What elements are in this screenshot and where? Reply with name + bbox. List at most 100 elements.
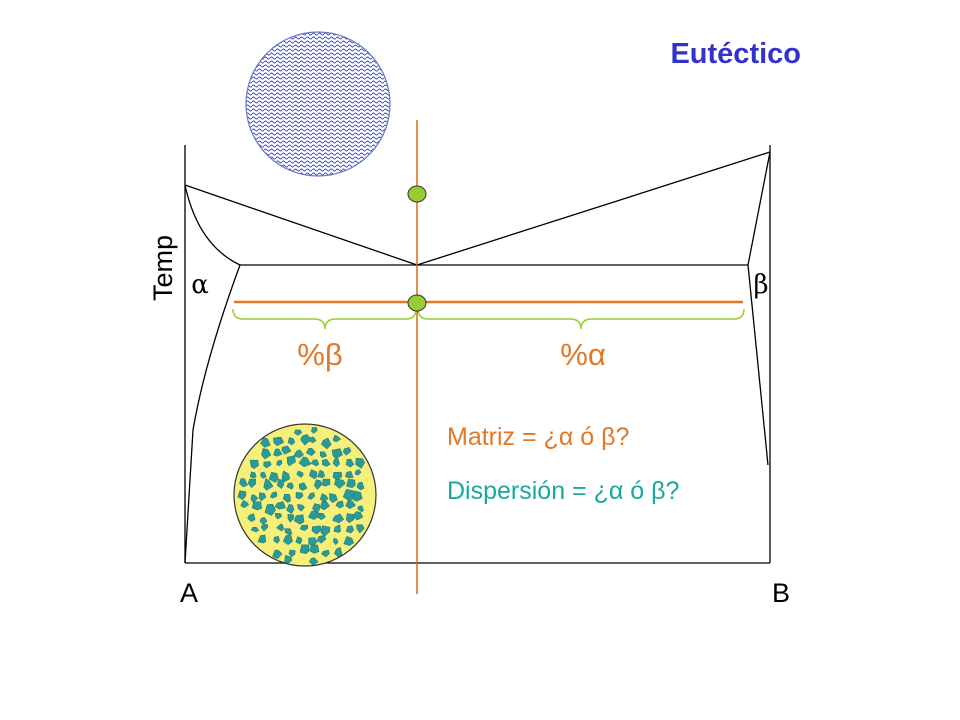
- dispersed-particle: [356, 524, 365, 534]
- dispersed-particle: [299, 544, 310, 555]
- dispersed-particle: [240, 500, 250, 509]
- dispersed-particle: [260, 523, 269, 532]
- dispersed-particle: [287, 513, 295, 523]
- dispersed-particle: [320, 500, 330, 511]
- dispersed-particle: [247, 513, 256, 522]
- dispersed-particle: [322, 478, 331, 487]
- dispersed-particle: [332, 434, 342, 443]
- dispersed-particle: [352, 490, 363, 502]
- dispersed-particle: [274, 501, 286, 510]
- dispersed-particle: [331, 448, 343, 459]
- dispersed-particle: [332, 538, 339, 546]
- dispersed-particle: [293, 449, 304, 458]
- dispersed-particle: [258, 492, 267, 502]
- dispersed-particle: [277, 478, 284, 490]
- dispersed-particle: [269, 491, 278, 499]
- dispersed-particle: [295, 492, 304, 500]
- dispersed-particle: [261, 448, 272, 460]
- dispersed-particle: [260, 437, 271, 448]
- dispersed-particle: [343, 535, 355, 546]
- liquidus-right: [416, 151, 771, 266]
- dispersed-particle: [320, 525, 331, 537]
- dispersed-particle: [288, 549, 296, 558]
- dispersed-particle: [313, 479, 323, 490]
- percent-beta-label: %β: [297, 337, 342, 372]
- dispersed-particle: [311, 427, 318, 434]
- dispersed-particle: [260, 471, 267, 479]
- dispersed-particle: [334, 479, 346, 489]
- dispersed-particle: [356, 481, 365, 491]
- solid-state-point: [407, 294, 427, 312]
- percent-alpha-label: %α: [560, 337, 606, 372]
- dispersed-particle: [309, 469, 318, 480]
- temp-axis-label: Temp: [148, 235, 178, 301]
- dispersed-particle: [273, 536, 280, 544]
- dispersed-particle: [345, 500, 356, 510]
- dispersed-particle: [320, 437, 332, 450]
- dispersed-particle: [308, 557, 319, 566]
- dispersed-particle: [322, 458, 331, 467]
- dispersed-particle: [307, 436, 317, 444]
- matrix-question: Matriz = ¿α ó β?: [447, 423, 629, 451]
- dispersed-particle: [317, 469, 326, 479]
- dispersed-particle: [299, 524, 309, 531]
- dispersed-particle: [272, 549, 283, 559]
- dispersed-particle: [247, 478, 256, 489]
- dispersed-particle: [283, 493, 291, 503]
- dispersed-particle: [333, 546, 343, 557]
- dispersed-particle: [298, 482, 308, 491]
- dispersed-particle: [276, 523, 285, 532]
- solvus-right: [747, 264, 769, 466]
- dispersed-particle: [342, 489, 356, 502]
- dispersed-particle: [310, 459, 320, 467]
- dispersed-particle: [250, 526, 260, 533]
- dispersed-particle: [297, 504, 305, 512]
- dispersed-particle: [268, 472, 279, 483]
- dispersed-particle: [345, 525, 355, 534]
- solvus-left: [184, 264, 241, 564]
- dispersed-particle: [355, 457, 365, 469]
- dispersed-particle: [344, 471, 354, 479]
- brace-right: [417, 308, 745, 330]
- dispersed-particle: [273, 448, 283, 457]
- dispersed-particle: [346, 478, 356, 489]
- dispersed-particle: [284, 554, 292, 564]
- dispersed-particle: [300, 434, 312, 446]
- dispersed-particle: [286, 482, 294, 490]
- dispersed-particle: [307, 492, 316, 500]
- dispersed-particle: [332, 458, 340, 468]
- axis-label-a: A: [180, 578, 198, 608]
- dispersed-particle: [281, 470, 291, 483]
- dispersed-particle: [293, 514, 305, 525]
- dispersion-circle-icon: [233, 423, 377, 567]
- alpha-label: α: [191, 270, 209, 300]
- dispersed-particle: [332, 513, 345, 524]
- dispersed-particle: [287, 437, 296, 446]
- dispersed-particle: [307, 510, 320, 520]
- dispersed-particle: [274, 513, 283, 520]
- liquid-state-point: [407, 185, 427, 203]
- dispersed-particle: [329, 493, 338, 503]
- dispersed-particle: [298, 456, 312, 468]
- dispersed-particle: [305, 447, 316, 457]
- brace-left: [232, 308, 417, 330]
- dispersed-particle: [264, 503, 276, 516]
- dispersed-particle: [317, 512, 326, 521]
- dispersed-particle: [311, 525, 322, 535]
- dispersed-particle: [257, 534, 267, 544]
- dispersed-particle: [342, 447, 352, 456]
- dispersed-particle: [286, 504, 295, 515]
- dispersed-particle: [276, 459, 283, 467]
- beta-label: β: [753, 270, 768, 300]
- dispersed-particle: [281, 445, 292, 455]
- dispersed-particle: [316, 534, 327, 544]
- slide-title: Eutéctico: [670, 38, 801, 70]
- dispersion-question: Dispersión = ¿α ó β?: [447, 477, 679, 505]
- dispersed-particle: [251, 501, 262, 511]
- dispersed-particle: [321, 549, 330, 558]
- dispersed-particle: [237, 490, 247, 500]
- dispersed-particle: [351, 511, 364, 521]
- dispersed-particle: [308, 544, 320, 554]
- dispersed-particle: [263, 478, 274, 491]
